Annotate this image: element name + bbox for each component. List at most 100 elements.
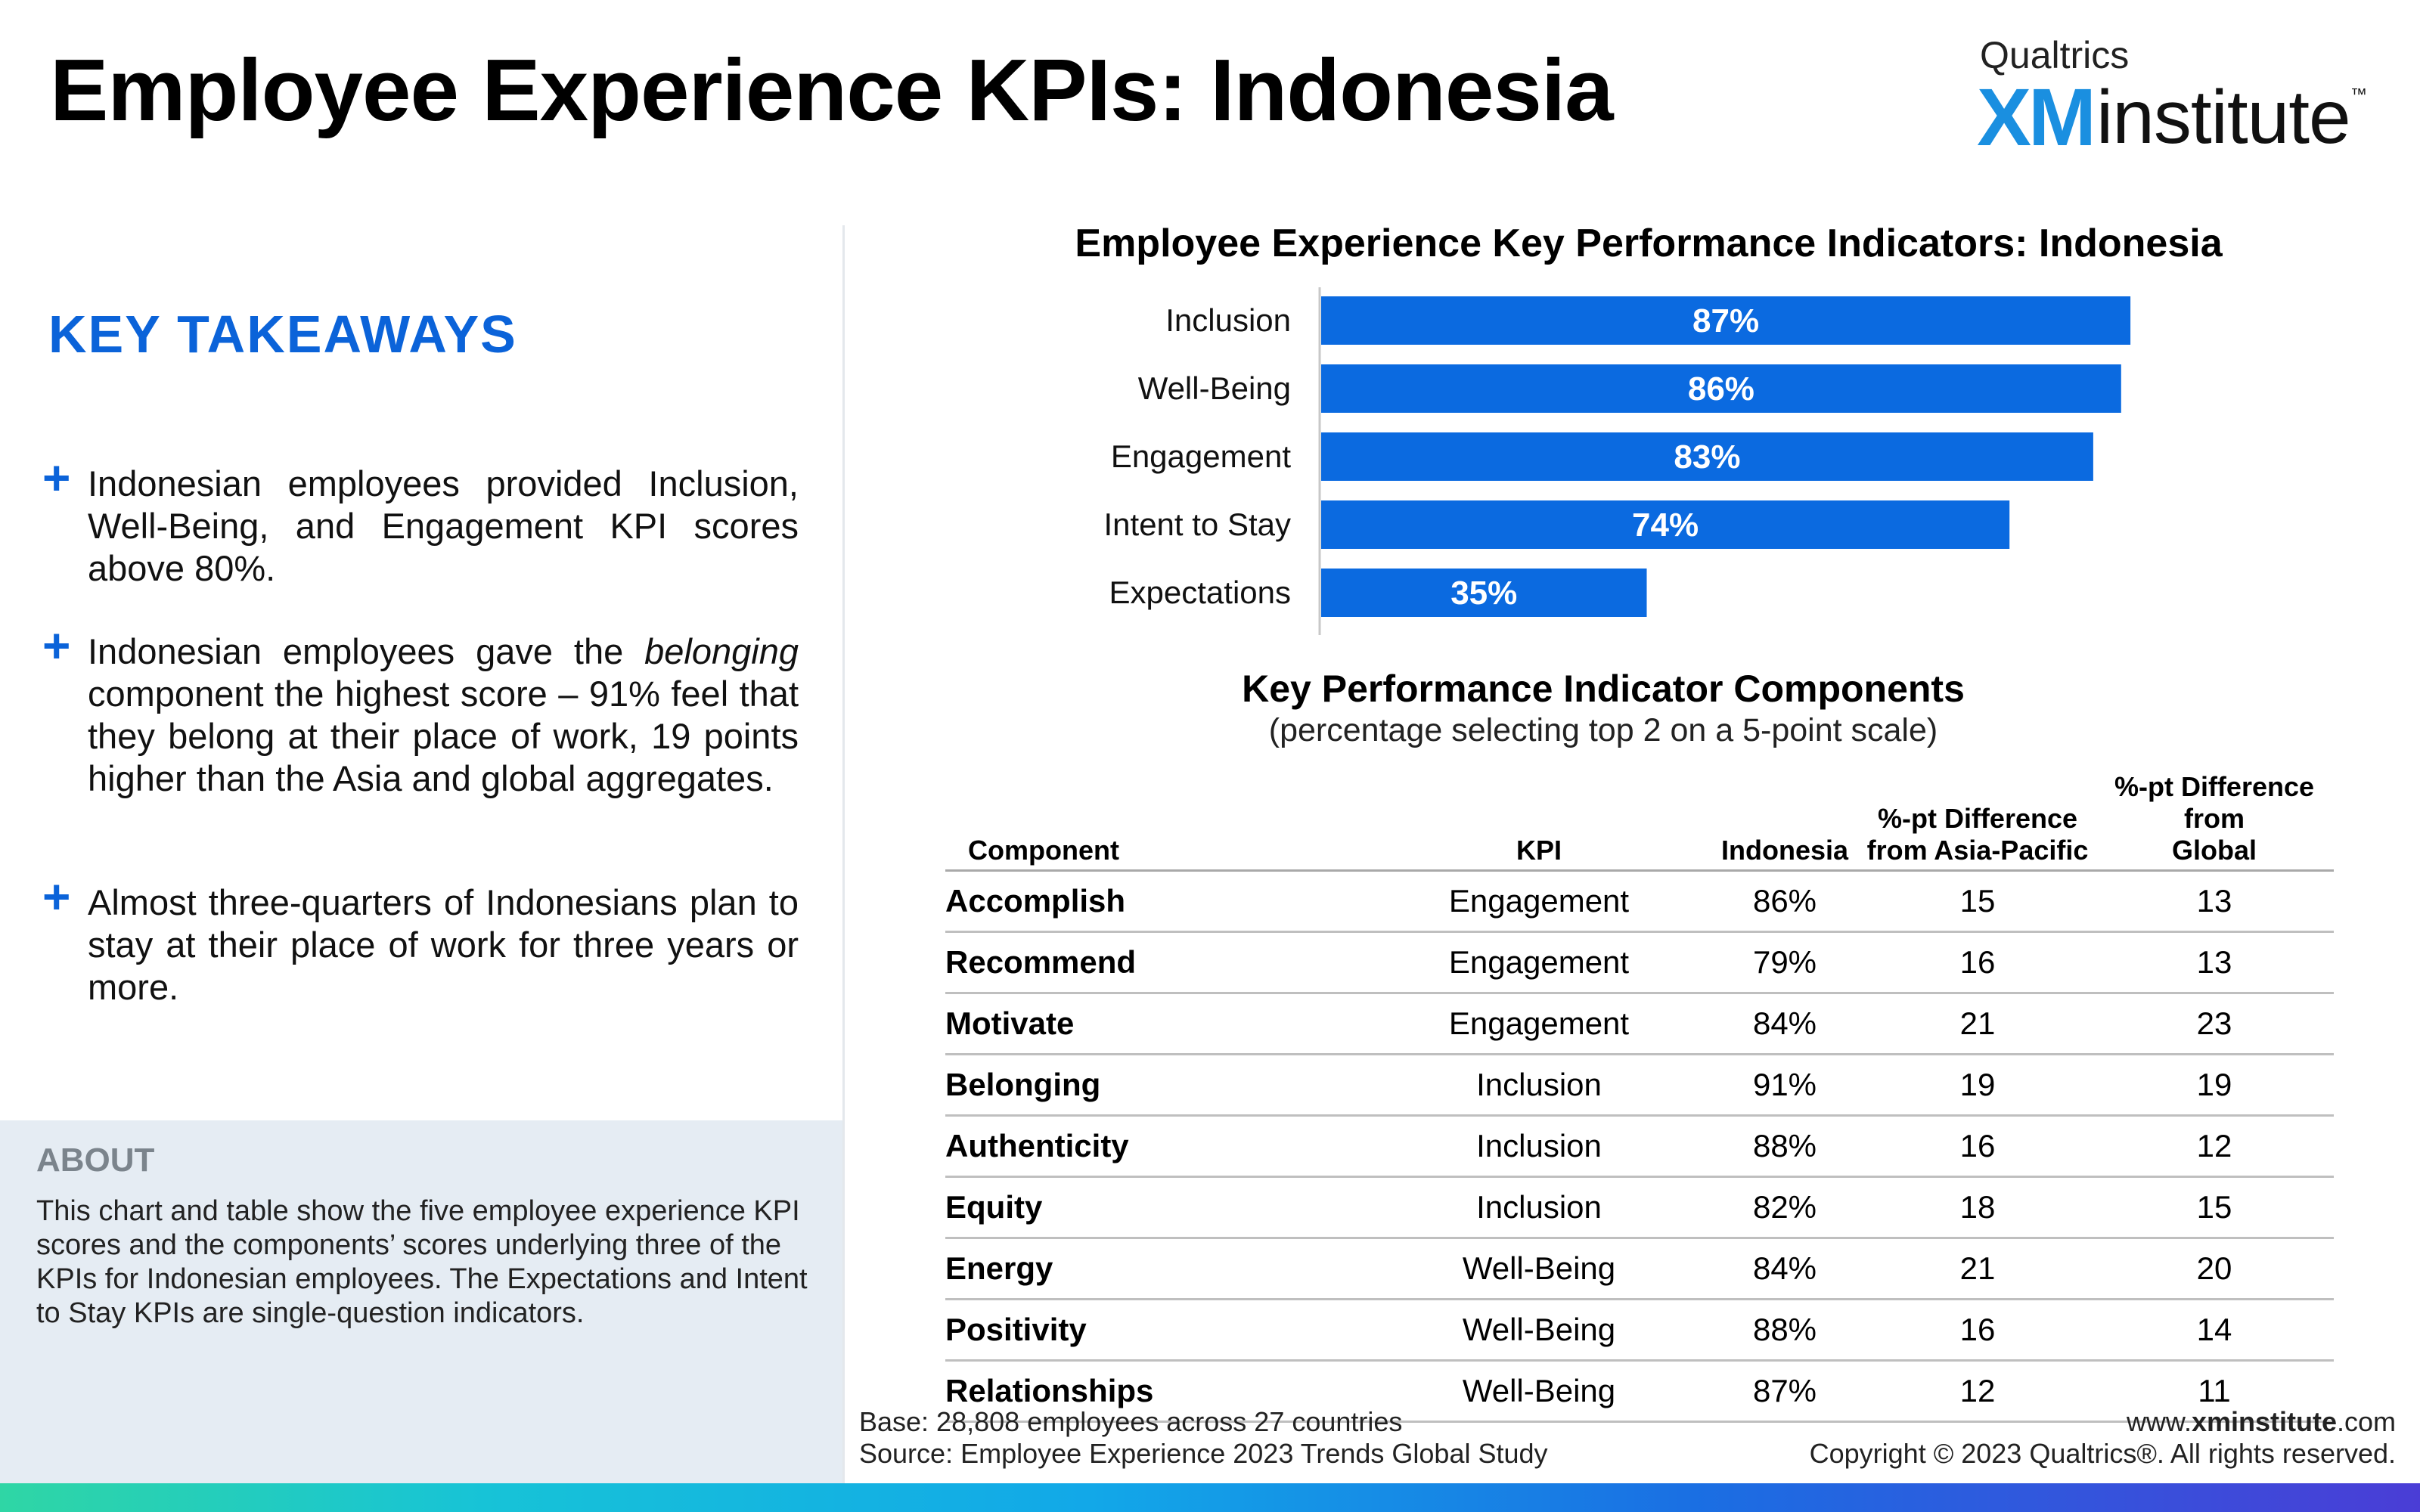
table-row: Accomplish Engagement 86% 15 13 [945,870,2334,933]
cell-apac-difference: 18 [1860,1176,2095,1239]
cell-indonesia: 82% [1709,1176,1860,1239]
cell-apac-difference: 21 [1860,1238,2095,1300]
cell-global-difference: 13 [2095,870,2334,933]
bar-value-label: 87% [1692,302,1759,339]
plus-icon: + [42,869,71,924]
footer-copyright: www.xminstitute.com Copyright © 2023 Qua… [1810,1406,2396,1470]
takeaway-text: Almost three-quarters of Indonesians pla… [88,882,799,1007]
bar-value-label: 74% [1632,507,1699,544]
cell-kpi: Engagement [1369,993,1709,1055]
cell-global-difference: 15 [2095,1176,2334,1239]
cell-kpi: Well-Being [1369,1238,1709,1300]
cell-global-difference: 23 [2095,993,2334,1055]
cell-apac-difference: 19 [1860,1054,2095,1117]
bar-value-label: 83% [1674,438,1740,476]
cell-global-difference: 20 [2095,1238,2334,1300]
takeaway-text: Indonesian employees gave the [88,631,645,671]
bar [1321,569,1647,617]
cell-indonesia: 79% [1709,931,1860,994]
bar-value-label: 86% [1688,370,1754,407]
about-heading: ABOUT [36,1142,155,1179]
column-divider [842,225,845,1483]
cell-component: Accomplish [945,870,1369,933]
cell-indonesia: 87% [1709,1360,1860,1423]
category-label: Well-Being [1138,370,1291,406]
cell-component: Belonging [945,1054,1369,1117]
category-label: Inclusion [1165,302,1291,338]
cell-indonesia: 88% [1709,1115,1860,1178]
category-label: Intent to Stay [1104,507,1292,542]
table-subtitle: (percentage selecting top 2 on a 5-point… [1268,712,1938,748]
footer-source: Base: 28,808 employees across 27 countri… [859,1406,1548,1470]
logo-trademark: ™ [2350,85,2367,104]
table-row: Authenticity Inclusion 88% 16 12 [945,1115,2334,1178]
cell-indonesia: 84% [1709,993,1860,1055]
table-row: Equity Inclusion 82% 18 15 [945,1176,2334,1239]
category-label: Expectations [1109,575,1291,610]
about-text: This chart and table show the five emplo… [36,1195,808,1329]
about-panel: ABOUT This chart and table show the five… [0,1120,842,1483]
table-row: Energy Well-Being 84% 21 20 [945,1238,2334,1300]
cell-kpi: Well-Being [1369,1360,1709,1423]
cell-kpi: Inclusion [1369,1176,1709,1239]
header-apac-difference: %-pt Difference from Asia-Pacific [1860,771,2095,872]
cell-component: Motivate [945,993,1369,1055]
key-takeaways-heading: KEY TAKEAWAYS [48,305,517,364]
bar-value-label: 35% [1450,575,1517,612]
takeaway-item: + Almost three-quarters of Indonesians p… [42,872,799,1009]
cell-indonesia: 88% [1709,1299,1860,1362]
cell-kpi: Engagement [1369,870,1709,933]
cell-kpi: Inclusion [1369,1054,1709,1117]
takeaway-text: Indonesian employees provided Inclusion,… [88,463,799,588]
table-row: Relationships Well-Being 87% 12 11 [945,1360,2334,1423]
table-row: Recommend Engagement 79% 16 13 [945,931,2334,994]
header-component: Component [945,771,1369,872]
cell-indonesia: 91% [1709,1054,1860,1117]
logo-brand-text: Qualtrics [1980,34,2130,76]
table-header-row: Component KPI Indonesia %-pt Difference f… [945,771,2334,872]
bar [1321,500,2010,549]
logo-institute-text: institute [2096,75,2351,160]
cell-global-difference: 14 [2095,1299,2334,1362]
cell-component: Positivity [945,1299,1369,1362]
plus-icon: + [42,618,71,673]
cell-component: Recommend [945,931,1369,994]
header-global-difference: %-pt Difference from Global [2095,771,2334,872]
kpi-bar-chart: Inclusion 87% Well-Being 86% Engagement 83% In… [1104,287,2131,635]
cell-apac-difference: 16 [1860,931,2095,994]
logo-xm-text: XM [1977,71,2096,163]
base-note: Base: 28,808 employees across 27 countri… [859,1406,1403,1437]
cell-apac-difference: 16 [1860,1299,2095,1362]
cell-global-difference: 11 [2095,1360,2334,1423]
brand-gradient-bar [0,1483,2420,1512]
table-row: Motivate Engagement 84% 21 23 [945,993,2334,1055]
header-indonesia: Indonesia [1709,771,1860,872]
header-kpi: KPI [1369,771,1709,872]
cell-indonesia: 84% [1709,1238,1860,1300]
bar [1321,364,2121,413]
page-title: Employee Experience KPIs: Indonesia [50,41,1614,139]
cell-kpi: Inclusion [1369,1115,1709,1178]
source-note: Source: Employee Experience 2023 Trends … [859,1438,1548,1469]
table-row: Positivity Well-Being 88% 16 14 [945,1299,2334,1362]
cell-apac-difference: 21 [1860,993,2095,1055]
cell-global-difference: 19 [2095,1054,2334,1117]
website-link[interactable]: www.xminstitute.com [2126,1406,2396,1437]
chart-title: Employee Experience Key Performance Indi… [1075,222,2223,265]
category-label: Engagement [1111,438,1292,474]
takeaway-item: + Indonesian employees gave the belongin… [42,621,799,800]
cell-component: Energy [945,1238,1369,1300]
cell-apac-difference: 12 [1860,1360,2095,1423]
cell-apac-difference: 15 [1860,870,2095,933]
cell-component: Authenticity [945,1115,1369,1178]
kpi-components-table: Component KPI Indonesia %-pt Difference f… [945,771,2334,1423]
copyright-text: Copyright © 2023 Qualtrics®. All rights … [1809,1438,2396,1469]
plus-icon: + [42,451,71,505]
bar [1321,432,2093,481]
cell-kpi: Engagement [1369,931,1709,994]
bar [1321,296,2131,345]
cell-global-difference: 13 [2095,931,2334,994]
table-title: Key Performance Indicator Components [1242,668,1965,710]
takeaway-item: + Indonesian employees provided Inclusio… [42,454,799,590]
cell-component: Equity [945,1176,1369,1239]
